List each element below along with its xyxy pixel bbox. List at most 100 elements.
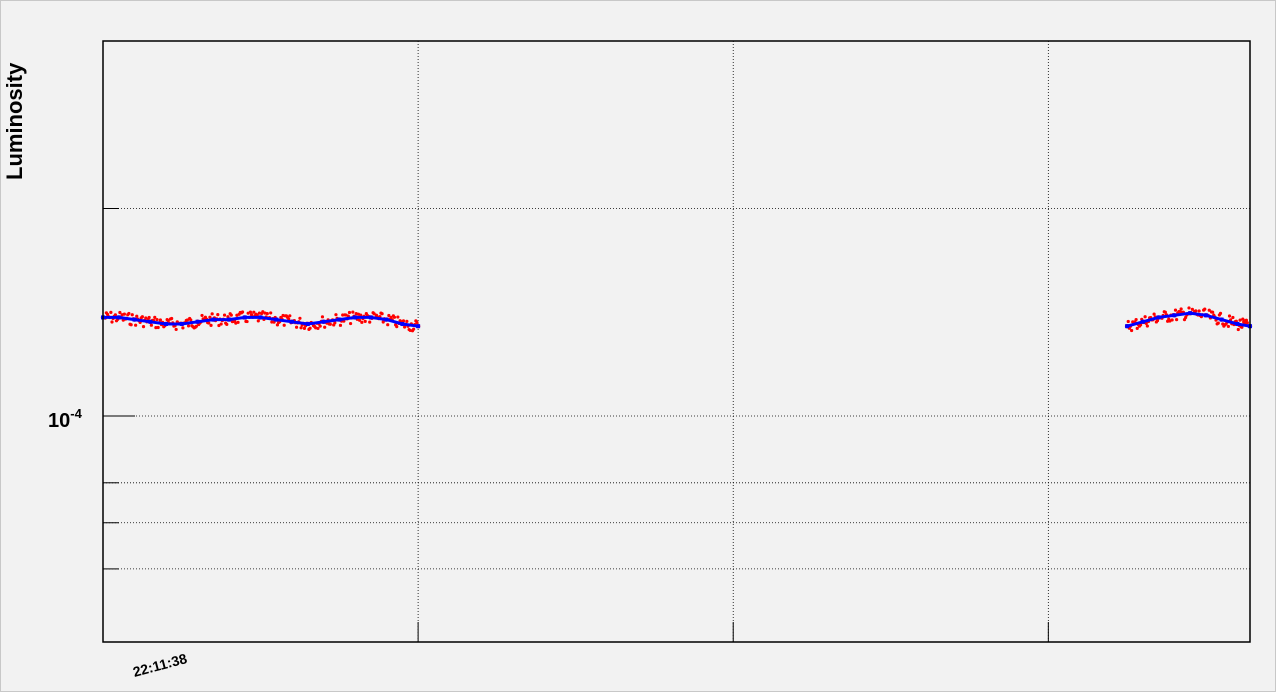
data-point-fill xyxy=(1236,327,1240,332)
data-point-fill xyxy=(265,312,269,316)
series-marker xyxy=(132,317,137,322)
data-point-fill xyxy=(245,319,249,324)
series-marker xyxy=(321,319,326,324)
series-marker xyxy=(1140,319,1145,324)
tick-layer xyxy=(102,208,1049,642)
y-tick-exponent: -4 xyxy=(70,406,82,421)
data-point-fill xyxy=(109,310,113,314)
data-point-fill xyxy=(1216,321,1220,325)
series-marker xyxy=(1172,313,1177,318)
data-point-fill xyxy=(1218,311,1223,315)
data-point-fill xyxy=(282,323,286,327)
series-marker xyxy=(1188,311,1193,316)
series-marker xyxy=(258,315,263,320)
data-point-fill xyxy=(1170,318,1174,322)
x-tick-labels: 22:11:38 xyxy=(131,650,189,680)
y-tick-label: 10-4 xyxy=(48,406,83,432)
series-marker xyxy=(211,317,216,322)
data-point-fill xyxy=(122,312,126,316)
series-marker xyxy=(416,324,421,329)
data-point-fill xyxy=(170,316,174,321)
data-point-fill xyxy=(302,326,307,330)
data-point-fill xyxy=(320,315,325,319)
data-point-fill xyxy=(351,310,355,314)
data-point-fill xyxy=(1187,306,1191,310)
data-point-fill xyxy=(219,322,223,326)
series-marker xyxy=(1125,324,1130,329)
data-point-fill xyxy=(1203,307,1207,311)
series-marker xyxy=(179,321,184,326)
data-point-fill xyxy=(269,311,273,315)
series-marker xyxy=(227,317,232,322)
data-point-fill xyxy=(118,310,122,315)
data-point-fill xyxy=(412,327,416,331)
data-point-fill xyxy=(200,313,204,318)
data-point-fill xyxy=(1143,315,1147,319)
data-point-fill xyxy=(275,323,280,327)
series-marker xyxy=(1219,317,1224,322)
series-marker xyxy=(116,315,121,320)
data-point-fill xyxy=(185,318,190,322)
data-point-fill xyxy=(222,313,227,317)
data-point-fill xyxy=(229,313,233,317)
data-point-fill xyxy=(395,325,399,329)
series-marker xyxy=(337,317,342,322)
data-point-fill xyxy=(130,313,134,317)
data-point-fill xyxy=(1130,328,1134,333)
data-point-fill xyxy=(1175,318,1179,322)
data-point-fill xyxy=(347,310,352,315)
data-point-fill xyxy=(135,314,139,318)
data-point-fill xyxy=(209,323,213,327)
data-point-fill xyxy=(225,322,229,326)
data-point-fill xyxy=(1226,324,1230,329)
data-point-fill xyxy=(359,313,363,317)
series-marker xyxy=(368,315,373,320)
data-point-fill xyxy=(248,310,253,314)
data-point-fill xyxy=(158,318,162,322)
data-point-fill xyxy=(236,320,240,324)
series-marker xyxy=(1235,321,1240,326)
data-point-fill xyxy=(381,320,385,324)
data-point-fill xyxy=(1163,310,1167,314)
data-point-fill xyxy=(1173,308,1178,312)
data-point-fill xyxy=(401,319,406,323)
data-point-fill xyxy=(1179,307,1183,311)
data-point-fill xyxy=(348,321,353,326)
data-point-fill xyxy=(386,323,390,327)
data-point-fill xyxy=(141,325,146,329)
y-axis-label: Luminosity xyxy=(2,62,27,180)
series-marker xyxy=(164,321,169,326)
data-point-fill xyxy=(181,326,185,330)
data-point-fill xyxy=(110,320,114,324)
series-marker xyxy=(148,319,153,324)
series-marker xyxy=(384,317,389,322)
data-point-fill xyxy=(1126,319,1130,324)
series-marker xyxy=(274,317,279,322)
y-tick-labels: 10-4 xyxy=(48,406,83,432)
data-point-fill xyxy=(405,319,409,323)
data-point-fill xyxy=(1135,326,1139,330)
data-point-fill xyxy=(155,317,159,322)
data-point-fill xyxy=(210,312,214,316)
data-point-fill xyxy=(1238,318,1242,322)
data-point-fill xyxy=(380,312,384,316)
data-point-fill xyxy=(216,313,220,317)
data-point-fill xyxy=(129,323,133,327)
data-point-fill xyxy=(194,324,199,328)
data-point-fill xyxy=(316,326,320,331)
series-marker xyxy=(305,321,310,326)
data-point-fill xyxy=(288,314,292,318)
data-point-fill xyxy=(323,325,327,329)
data-point-fill xyxy=(153,315,157,319)
y-tick-base: 10 xyxy=(48,410,70,432)
grid-layer xyxy=(103,41,1250,642)
data-point-fill xyxy=(149,323,153,327)
data-point-fill xyxy=(105,312,110,316)
data-point-fill xyxy=(1145,324,1149,328)
data-point-fill xyxy=(134,323,138,327)
data-point-fill xyxy=(357,318,362,322)
data-point-fill xyxy=(127,311,131,316)
data-point-fill xyxy=(255,313,259,317)
data-point-fill xyxy=(1211,310,1215,314)
